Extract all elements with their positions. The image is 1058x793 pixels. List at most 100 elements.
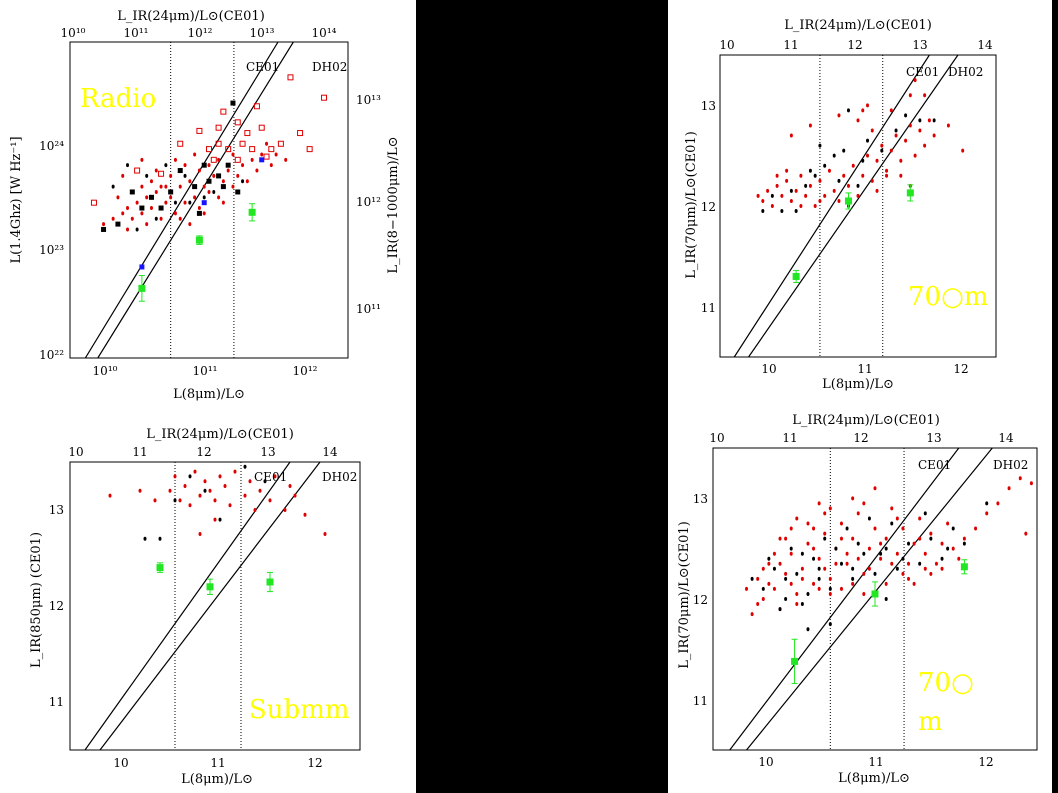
radio-point [225,146,232,153]
p70b-point [839,586,843,591]
p70b-point [750,612,754,617]
radio-bottom-axis-label: L(8μm)/L⊙ [173,387,245,402]
submm-point [178,498,182,503]
radio-left-tick: 10²³ [39,243,64,257]
p70b-line-ce01 [729,448,960,750]
p70a-point [804,183,808,188]
radio-point [164,163,168,168]
p70b-point [940,566,944,571]
radio-point [177,140,184,147]
p70b-point [828,586,832,591]
p70a-point [761,209,765,214]
p70b-point [890,506,894,511]
radio-point [263,153,270,160]
p70a-plot-area [733,55,965,357]
p70a-left-tick: 13 [701,99,716,113]
submm-point [188,474,192,479]
radio-top-ticks: 10¹⁰ 10¹¹ 10¹² 10¹³ 10¹⁴ [61,26,337,40]
p70a-point [913,78,917,83]
p70b-point [817,501,821,506]
p70b-point [901,571,905,576]
submm-point [156,564,164,572]
radio-top-tick: 10¹² [188,26,213,40]
p70a-point [894,133,898,138]
p70a-point [932,133,936,138]
p70a-bottom-ticks: 10 11 12 [761,362,968,376]
p70b-point [962,541,966,546]
p70a-point [927,118,931,123]
p70b-point [800,576,804,581]
p70b-point [845,561,849,566]
p70b-point [750,576,754,581]
p70b-top-ticks: 10 11 12 13 14 [709,431,1014,445]
radio-point [249,146,256,153]
p70b-point [800,566,804,571]
radio-right-ticks: 10¹¹ 10¹² 10¹³ [356,93,381,316]
radio-point [196,210,202,216]
black-background-right-strip [1052,0,1058,793]
p70a-point [851,163,855,168]
radio-left-axis-label: L(1.4Ghz) [W Hz⁻¹] [9,136,24,263]
radio-bottom-tick: 10¹¹ [193,364,218,378]
p70a-point [866,138,870,143]
p70a-left-axis-label: L_IR(70μm)/L⊙(CE01) [684,131,699,279]
p70a-point [913,153,917,158]
radio-point [149,206,153,211]
p70a-point [856,193,860,198]
radio-point [145,222,149,227]
p70a-point [880,148,884,153]
p70a-point [906,189,914,197]
radio-point [212,189,216,194]
radio-point [268,146,275,153]
p70b-point [784,576,788,581]
p70a-point [789,133,793,138]
p70b-top-tick: 13 [926,431,941,445]
p70b-point [761,586,765,591]
radio-marks [84,42,328,358]
submm-bottom-ticks: 10 11 12 [113,756,322,770]
radio-point [173,211,177,216]
p70b-point [923,551,927,556]
radio-point [217,195,221,200]
submm-point [203,479,207,484]
submm-bottom-tick: 11 [210,756,225,770]
radio-point [260,152,264,157]
p70b-point [839,561,843,566]
radio-point [210,156,217,163]
radio-point [287,74,294,81]
p70b-point [756,576,760,581]
radio-left-tick: 10²² [39,348,64,362]
p70b-point [867,546,871,551]
radio-point [145,173,149,178]
radio-point [111,184,115,189]
p70a-point [923,93,927,98]
p70b-bottom-axis-label: L(8μm)/L⊙ [838,771,910,786]
radio-right-axis-label: L_IR(8−1000μm)/L⊙ [386,136,401,273]
p70b-point [985,511,989,516]
p70b-point [812,546,816,551]
radio-point [177,168,183,174]
p70b-point [867,516,871,521]
p70b-point [795,571,799,576]
p70a-top-axis-label: L_IR(24μm)/L⊙(CE01) [784,18,932,33]
submm-point [143,536,147,541]
p70b-point [895,516,899,521]
p70a-top-tick: 14 [977,38,993,52]
p70b-point [851,576,855,581]
radio-point [148,194,154,200]
submm-ce01-label: CE01 [254,470,287,484]
p70b-point [851,536,855,541]
p70b-bottom-tick: 11 [868,755,883,769]
p70b-point [879,551,883,556]
radio-point [164,200,168,205]
radio-point [193,152,197,157]
radio-point [206,146,212,153]
p70b-point [923,511,927,516]
p70b-point [918,561,922,566]
radio-point [90,199,97,206]
p70a-point [885,168,889,173]
p70a-bottom-axis-label: L(8μm)/L⊙ [822,377,894,392]
p70a-point [861,108,865,113]
p70a-point [846,108,850,113]
radio-point [129,189,135,195]
